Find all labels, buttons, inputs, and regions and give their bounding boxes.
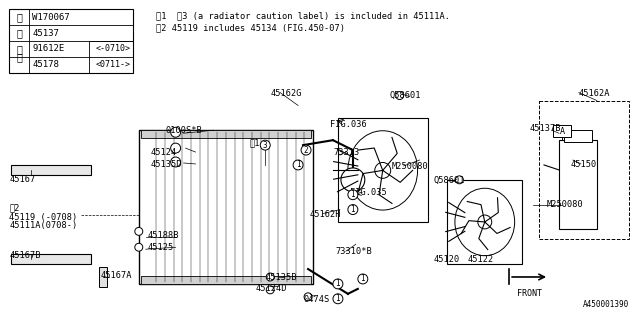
Text: W170067: W170067 xyxy=(32,13,70,22)
Text: ※1: ※1 xyxy=(250,138,260,147)
Bar xyxy=(553,125,571,137)
Text: A450001390: A450001390 xyxy=(582,300,628,309)
Text: 1: 1 xyxy=(351,190,355,199)
Circle shape xyxy=(171,143,180,153)
Text: 45120: 45120 xyxy=(433,255,460,264)
Bar xyxy=(10,9,133,73)
Text: 45137B: 45137B xyxy=(529,124,561,133)
Text: 0474S: 0474S xyxy=(303,295,330,304)
Bar xyxy=(99,267,107,287)
Circle shape xyxy=(358,274,368,284)
Text: 45178: 45178 xyxy=(32,60,59,69)
Text: 73310*B: 73310*B xyxy=(336,247,372,256)
Text: ③: ③ xyxy=(17,52,22,62)
Text: 45162G: 45162G xyxy=(270,89,301,98)
Circle shape xyxy=(293,160,303,170)
Text: 0100S*B: 0100S*B xyxy=(166,126,202,135)
Text: 45188B: 45188B xyxy=(148,231,179,240)
Bar xyxy=(338,118,428,222)
Text: ※1  ␃3 (a radiator caution label) is included in 45111A.: ※1 ␃3 (a radiator caution label) is incl… xyxy=(156,11,450,20)
Circle shape xyxy=(304,293,312,301)
Text: ※2 45119 includes 45134 (FIG.450-07): ※2 45119 includes 45134 (FIG.450-07) xyxy=(156,23,345,32)
Circle shape xyxy=(171,157,180,167)
Circle shape xyxy=(478,215,492,229)
Text: 45124D: 45124D xyxy=(255,284,287,293)
Text: 45150: 45150 xyxy=(571,160,597,169)
Text: Q58601: Q58601 xyxy=(433,176,465,185)
Text: 45135B: 45135B xyxy=(265,273,297,282)
Bar xyxy=(447,180,522,264)
Bar xyxy=(559,140,596,229)
Text: 3: 3 xyxy=(263,140,268,150)
Text: 45162H: 45162H xyxy=(310,210,342,219)
Bar xyxy=(12,165,91,175)
Text: A: A xyxy=(559,127,564,136)
Text: FRONT: FRONT xyxy=(517,289,542,298)
Text: 1: 1 xyxy=(351,205,355,214)
Circle shape xyxy=(348,204,358,214)
Text: 1: 1 xyxy=(360,275,365,284)
Text: 45122: 45122 xyxy=(467,255,493,264)
Circle shape xyxy=(375,163,390,178)
Text: ※2: ※2 xyxy=(10,204,20,212)
Text: 91612E: 91612E xyxy=(32,44,65,53)
Circle shape xyxy=(266,273,274,281)
Text: <0711->: <0711-> xyxy=(96,60,131,69)
Text: ③: ③ xyxy=(17,44,22,54)
Text: 45137: 45137 xyxy=(32,28,59,38)
Text: Q58601: Q58601 xyxy=(390,91,421,100)
Text: 1: 1 xyxy=(296,160,300,170)
Circle shape xyxy=(456,176,463,184)
Text: 2: 2 xyxy=(304,146,308,155)
Bar xyxy=(12,254,91,264)
Circle shape xyxy=(333,294,343,304)
Text: FIG.036: FIG.036 xyxy=(330,120,367,129)
Text: 45119 (-0708): 45119 (-0708) xyxy=(10,212,77,221)
Text: 1: 1 xyxy=(335,279,340,288)
Text: 45167B: 45167B xyxy=(10,251,41,260)
Text: M250080: M250080 xyxy=(392,162,428,171)
Text: 45125: 45125 xyxy=(148,243,174,252)
Text: 45162A: 45162A xyxy=(579,89,611,98)
Text: ①: ① xyxy=(17,12,22,22)
Circle shape xyxy=(260,140,270,150)
Text: 73313: 73313 xyxy=(334,148,360,157)
Circle shape xyxy=(301,145,311,155)
Text: ②: ② xyxy=(17,28,22,38)
Text: 45111A(0708-): 45111A(0708-) xyxy=(10,221,77,230)
Text: 45124: 45124 xyxy=(151,148,177,157)
Circle shape xyxy=(396,92,404,100)
Bar xyxy=(139,130,313,284)
Text: FIG.035: FIG.035 xyxy=(350,188,387,197)
Circle shape xyxy=(333,279,343,289)
Bar xyxy=(564,130,592,142)
Text: 1: 1 xyxy=(335,294,340,303)
Text: 45167: 45167 xyxy=(10,175,36,184)
Text: 45135D: 45135D xyxy=(151,160,182,169)
Circle shape xyxy=(171,127,180,137)
Text: 45167A: 45167A xyxy=(101,271,132,280)
Text: M250080: M250080 xyxy=(547,200,584,209)
Bar xyxy=(141,130,311,138)
Circle shape xyxy=(341,168,365,192)
Circle shape xyxy=(266,286,274,294)
Circle shape xyxy=(348,190,358,200)
Bar xyxy=(539,100,628,239)
Circle shape xyxy=(135,243,143,251)
Circle shape xyxy=(135,228,143,235)
Text: <-0710>: <-0710> xyxy=(96,44,131,53)
Bar xyxy=(141,276,311,284)
